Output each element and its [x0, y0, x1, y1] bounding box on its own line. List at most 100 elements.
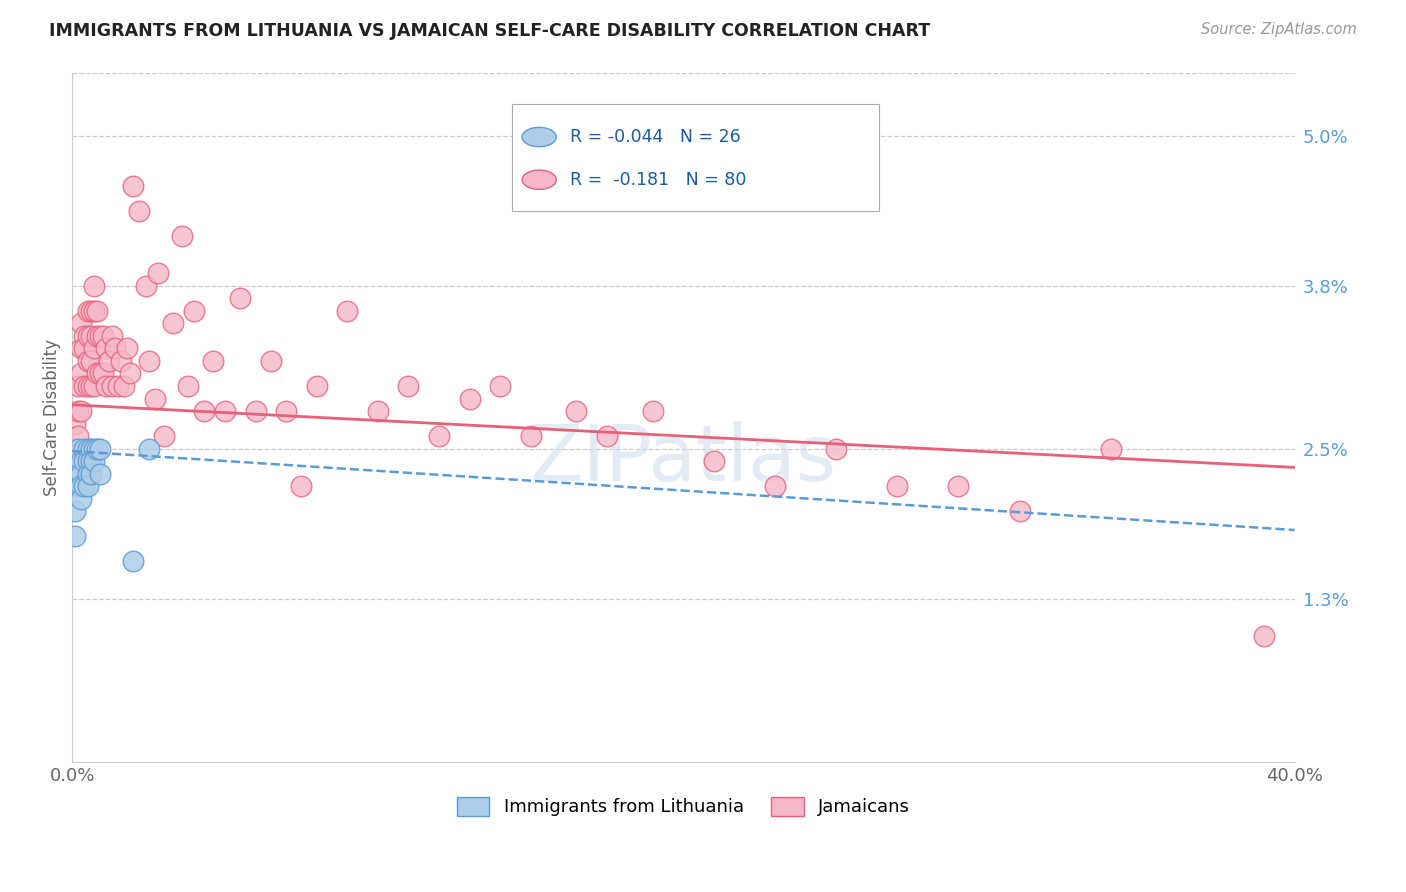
Point: [193, 404, 215, 418]
Point: [79, 454, 101, 468]
Point: [76, 454, 98, 468]
Point: [65, 504, 87, 518]
Text: Source: ZipAtlas.com: Source: ZipAtlas.com: [1201, 22, 1357, 37]
Point: [260, 354, 283, 368]
Point: [120, 367, 142, 381]
Point: [94, 342, 117, 356]
Point: [67, 467, 90, 481]
Point: [76, 479, 98, 493]
Point: [89, 467, 111, 481]
Point: [73, 442, 96, 456]
Point: [1099, 442, 1122, 456]
Circle shape: [522, 128, 557, 146]
Point: [183, 304, 205, 318]
Point: [79, 329, 101, 343]
Point: [79, 354, 101, 368]
Point: [67, 442, 90, 456]
Point: [76, 354, 98, 368]
Point: [214, 404, 236, 418]
Point: [73, 479, 96, 493]
Point: [76, 304, 98, 318]
Point: [886, 479, 908, 493]
Point: [76, 442, 98, 456]
Point: [427, 429, 450, 443]
Point: [146, 266, 169, 280]
Point: [101, 329, 124, 343]
Point: [91, 329, 114, 343]
Point: [104, 342, 127, 356]
Text: R = -0.044   N = 26: R = -0.044 N = 26: [569, 128, 741, 146]
Point: [76, 329, 98, 343]
Point: [79, 467, 101, 481]
Point: [79, 442, 101, 456]
Point: [305, 379, 328, 393]
Point: [703, 454, 725, 468]
Point: [143, 392, 166, 406]
Point: [276, 404, 298, 418]
Point: [86, 442, 108, 456]
Point: [396, 379, 419, 393]
Point: [86, 304, 108, 318]
Point: [162, 317, 184, 331]
Point: [70, 454, 93, 468]
Point: [86, 367, 108, 381]
Point: [825, 442, 848, 456]
Circle shape: [522, 170, 557, 189]
Point: [67, 404, 90, 418]
Point: [65, 417, 87, 431]
Point: [1008, 504, 1031, 518]
Text: R =  -0.181   N = 80: R = -0.181 N = 80: [569, 170, 747, 189]
Point: [1253, 630, 1275, 644]
Point: [70, 317, 93, 331]
Point: [135, 278, 157, 293]
Point: [458, 392, 481, 406]
Point: [101, 379, 124, 393]
Point: [97, 354, 120, 368]
Point: [112, 379, 135, 393]
Text: ZIPatlas: ZIPatlas: [530, 421, 837, 497]
Point: [138, 442, 160, 456]
Point: [122, 554, 145, 568]
Point: [94, 379, 117, 393]
Point: [596, 429, 619, 443]
Point: [70, 467, 93, 481]
Y-axis label: Self-Care Disability: Self-Care Disability: [44, 339, 60, 496]
Point: [565, 404, 588, 418]
Point: [107, 379, 129, 393]
Point: [79, 304, 101, 318]
Point: [122, 178, 145, 193]
Point: [73, 342, 96, 356]
Point: [67, 429, 90, 443]
Point: [153, 429, 176, 443]
Point: [73, 454, 96, 468]
Point: [83, 379, 105, 393]
Point: [489, 379, 512, 393]
Legend: Immigrants from Lithuania, Jamaicans: Immigrants from Lithuania, Jamaicans: [450, 789, 917, 823]
Point: [65, 442, 87, 456]
Point: [641, 404, 664, 418]
Point: [89, 329, 111, 343]
Point: [73, 329, 96, 343]
Point: [763, 479, 786, 493]
Point: [76, 467, 98, 481]
Point: [177, 379, 200, 393]
Point: [70, 342, 93, 356]
Point: [91, 367, 114, 381]
Point: [89, 442, 111, 456]
Point: [83, 278, 105, 293]
Point: [76, 379, 98, 393]
Text: IMMIGRANTS FROM LITHUANIA VS JAMAICAN SELF-CARE DISABILITY CORRELATION CHART: IMMIGRANTS FROM LITHUANIA VS JAMAICAN SE…: [49, 22, 931, 40]
Point: [70, 367, 93, 381]
Point: [138, 354, 160, 368]
Point: [83, 442, 105, 456]
Point: [70, 479, 93, 493]
Point: [83, 304, 105, 318]
Point: [229, 291, 252, 305]
Point: [115, 342, 138, 356]
Point: [70, 404, 93, 418]
Point: [290, 479, 312, 493]
Point: [519, 429, 541, 443]
Point: [172, 228, 194, 243]
Point: [70, 491, 93, 506]
Point: [367, 404, 389, 418]
